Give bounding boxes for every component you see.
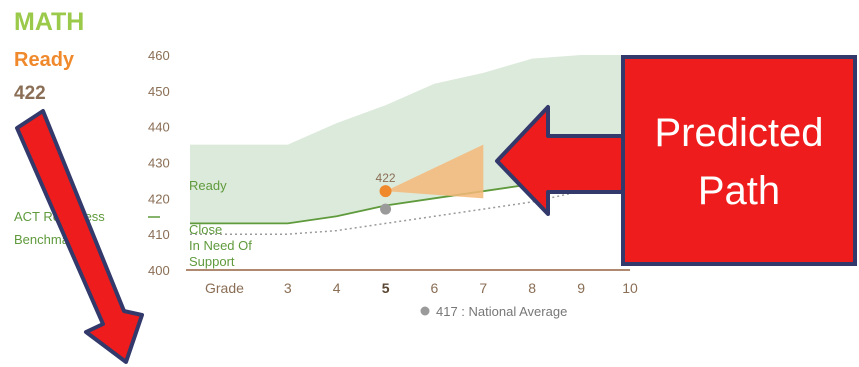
predicted-path-fan [385,144,484,199]
x-tick-label: 8 [528,280,536,296]
y-tick-label: 440 [148,120,170,135]
y-tick-label: 450 [148,84,170,99]
x-tick-label: 5 [382,280,390,296]
x-axis-title: Grade [205,280,244,296]
national-average-line [190,176,631,235]
national-average-legend-label: 417 : National Average [436,304,567,319]
student-score-point [379,185,392,198]
band-label-ready: Ready [189,178,227,193]
readiness-level: Ready [14,49,75,71]
national-average-point [380,203,392,215]
callout-line2: Path [698,169,780,213]
down-arrow-icon [15,109,144,364]
x-tick-label: 10 [622,280,638,296]
axis-layer: 400 410 420 430 440 450 460 3 4 5 6 7 8 9 10 [148,48,638,296]
band-label-close: Close [189,222,222,237]
student-score-label: 422 [376,171,396,185]
y-tick-label: 430 [148,156,170,171]
y-tick-label: 420 [148,191,170,206]
band-label-support-line1: In Need Of [189,238,252,253]
y-tick-label: 410 [148,227,170,242]
subject-title: MATH [14,8,85,36]
x-tick-label: 3 [284,280,292,296]
marker-layer: 422 [376,144,484,215]
band-label-support-line2: Support [189,254,235,269]
y-tick-label: 400 [148,263,170,278]
x-tick-label: 4 [333,280,341,296]
callout-line1: Predicted [655,111,824,155]
x-tick-label: 9 [577,280,585,296]
student-score: 422 [14,83,46,104]
x-tick-label: 7 [479,280,487,296]
callout-box [621,55,857,266]
y-tick-label: 460 [148,48,170,63]
x-tick-label: 6 [431,280,439,296]
national-average-legend-dot [420,306,430,316]
